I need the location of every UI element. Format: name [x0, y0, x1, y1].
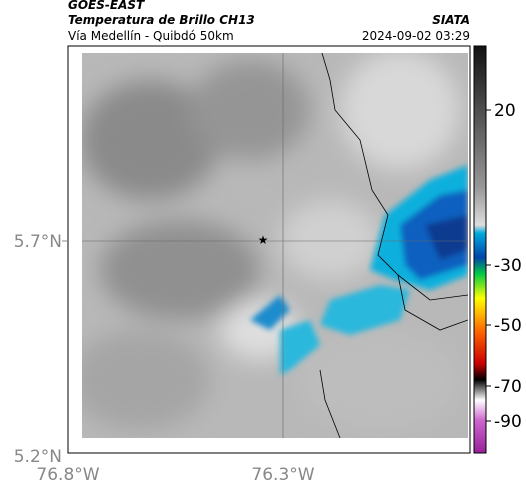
colorbar: [473, 45, 487, 454]
colorbar-tick: -30: [494, 256, 522, 276]
timestamp: 2024-09-02 03:29: [362, 29, 470, 43]
svg-text:★: ★: [258, 233, 269, 247]
source: GOES-EAST: [68, 0, 145, 12]
agency: SIATA: [432, 13, 470, 27]
lat-label: 5.2°N: [14, 447, 62, 467]
colorbar-tick: -50: [494, 316, 522, 336]
colorbar-tick: -70: [494, 377, 522, 397]
lat-label: 5.7°N: [14, 232, 62, 252]
product: Temperatura de Brillo CH13: [68, 13, 255, 27]
colorbar-tick: -90: [494, 412, 522, 432]
satellite-image: ★: [82, 53, 468, 438]
region: Vía Medellín - Quibdó 50km: [68, 29, 234, 43]
lon-label: 76.3°W: [251, 465, 314, 485]
colorbar-tick: 20: [494, 101, 516, 121]
lon-label: 76.8°W: [36, 465, 99, 485]
